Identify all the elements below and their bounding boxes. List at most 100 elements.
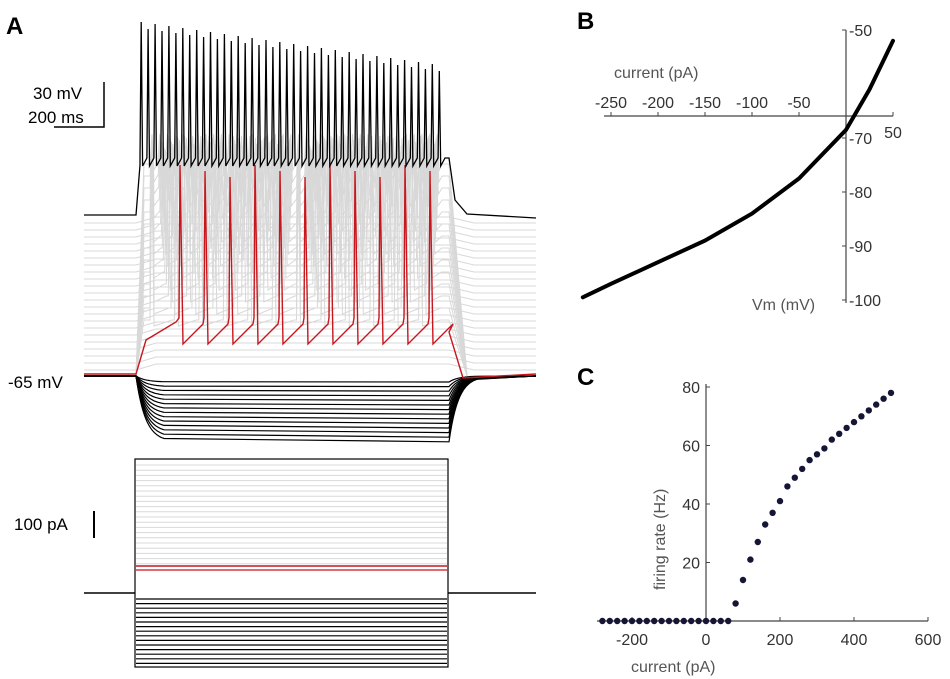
top-trace-line: [84, 21, 537, 219]
panel-b-y-tick-label: -50: [849, 23, 872, 40]
panel-b: B -250 -200 -150 -100 -50 50 -50 -70 -80 -90 -100…: [577, 8, 902, 314]
subthreshold-trace: [84, 279, 536, 287]
firing-rate-point: [747, 556, 754, 563]
panel-c-y-label: firing rate (Hz): [652, 489, 669, 590]
subthreshold-trace: [84, 216, 536, 224]
panel-b-y-label: Vm (mV): [752, 297, 815, 314]
current-step-traces: [84, 458, 536, 668]
firing-rate-point: [621, 617, 628, 625]
firing-rate-point: [865, 407, 872, 414]
firing-rate-point: [606, 617, 613, 625]
firing-rate-point: [776, 497, 784, 505]
firing-rate-point: [873, 401, 880, 408]
subthreshold-trace: [84, 265, 536, 273]
panel-c-x-tick-label: 0: [702, 632, 711, 649]
suprathreshold-trace: [135, 145, 468, 377]
firing-rate-point: [599, 617, 606, 625]
suprathreshold-trace: [135, 157, 468, 377]
subthreshold-trace: [84, 356, 536, 364]
subthreshold-trace: [84, 230, 536, 238]
subthreshold-trace: [84, 335, 536, 343]
suprathreshold-trace: [135, 147, 468, 377]
firing-rate-point: [717, 617, 724, 625]
firing-rate-point: [784, 483, 791, 490]
suprathreshold-trace: [135, 151, 468, 377]
panel-c-x-tick-label: 400: [841, 632, 868, 649]
firing-rate-point: [695, 617, 702, 625]
panel-c-y-tick-label: 80: [682, 380, 700, 397]
firing-rate-point: [769, 509, 776, 516]
subthreshold-trace: [84, 363, 536, 371]
current-step-frame: [134, 458, 449, 668]
panel-c-y-ticks: 20 40 60 80: [682, 380, 710, 573]
panel-c-x-tick-label: 200: [767, 632, 794, 649]
panel-c-x-tick-label: 600: [915, 632, 942, 649]
firing-rate-point: [850, 418, 858, 426]
firing-rate-point: [739, 576, 747, 584]
panel-c: C -200 0 200 400 600 20 40 60 80 current (pA) f…: [577, 364, 941, 676]
firing-rate-point: [628, 617, 636, 625]
subthreshold-trace: [84, 342, 536, 350]
firing-rate-point: [858, 413, 865, 420]
panel-b-x-label: current (pA): [614, 65, 698, 82]
hyperpolarizing-black-traces: [84, 375, 537, 443]
panel-a-letter: A: [6, 13, 23, 40]
firing-rate-point: [680, 617, 687, 625]
current-scale-label: 100 pA: [14, 515, 69, 534]
panel-c-y-tick-label: 20: [682, 556, 700, 573]
firing-rate-point: [754, 538, 761, 546]
firing-rate-point: [725, 617, 732, 625]
subthreshold-trace: [84, 300, 536, 308]
panel-c-y-tick-label: 60: [682, 439, 700, 456]
firing-rate-point: [887, 389, 895, 397]
panel-c-x-ticks: -200 0 200 400 600: [616, 617, 941, 649]
firing-rate-point: [828, 436, 835, 443]
panel-b-y-tick-label: -70: [849, 131, 872, 148]
subthreshold-trace: [84, 237, 536, 245]
firing-rate-point: [636, 617, 643, 625]
panel-b-x-tick-label: -100: [736, 95, 768, 112]
firing-rate-point: [880, 395, 887, 402]
red-spiking-trace: [84, 164, 537, 379]
firing-rate-point: [614, 617, 621, 625]
firing-rate-point: [821, 445, 828, 452]
panel-b-x-tick-label: -150: [689, 95, 721, 112]
firing-rate-point: [799, 465, 806, 473]
panel-c-y-tick-label: 40: [682, 497, 700, 514]
firing-rate-point: [673, 617, 680, 625]
time-scale-label: 200 ms: [28, 108, 84, 127]
firing-rate-point: [665, 617, 673, 625]
panel-b-x-ticks: -250 -200 -150 -100 -50 50: [595, 95, 902, 142]
top-black-spiking-trace: [84, 21, 537, 219]
firing-rate-points: [599, 389, 895, 625]
subthreshold-trace: [84, 321, 536, 329]
panel-c-x-tick-label: -200: [616, 632, 648, 649]
iv-curve: [580, 38, 895, 300]
panel-b-y-ticks: -50 -70 -80 -90 -100: [842, 23, 881, 310]
suprathreshold-gray-traces: [135, 133, 468, 377]
panel-b-x-tick-label: -250: [595, 95, 627, 112]
firing-rate-point: [762, 521, 769, 528]
panel-b-letter: B: [577, 8, 594, 35]
panel-b-y-tick-label: -80: [849, 185, 872, 202]
firing-rate-point: [732, 600, 739, 607]
firing-rate-point: [651, 617, 658, 625]
subthreshold-gray-traces: [84, 216, 536, 371]
voltage-scale-label: 30 mV: [33, 84, 83, 103]
voltage-time-scale-bar: [54, 82, 105, 128]
panel-a: A 30 mV 200 ms -65 mV 100 pA: [6, 13, 537, 668]
subthreshold-trace: [84, 286, 536, 294]
subthreshold-trace: [84, 328, 536, 336]
panel-b-y-tick-label: -90: [849, 239, 872, 256]
firing-rate-point: [702, 617, 710, 625]
panel-c-x-label: current (pA): [631, 659, 715, 676]
subthreshold-trace: [84, 314, 536, 322]
red-trace-line: [84, 164, 537, 379]
firing-rate-point: [791, 474, 798, 481]
subthreshold-trace: [84, 293, 536, 301]
panel-b-x-tick-label: -200: [642, 95, 674, 112]
subthreshold-trace: [84, 307, 536, 315]
firing-rate-point: [710, 617, 717, 625]
subthreshold-trace: [84, 349, 536, 357]
